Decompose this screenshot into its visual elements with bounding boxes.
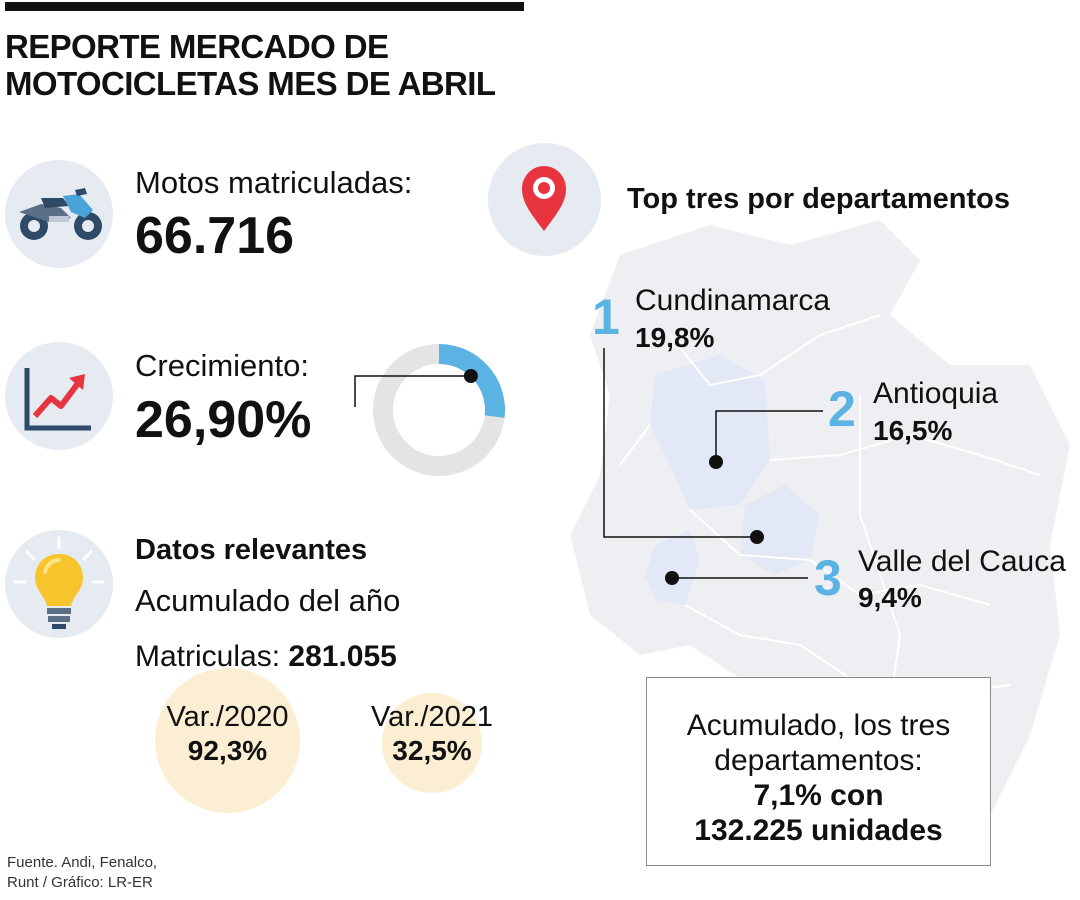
top-heading: Top tres por departamentos	[627, 183, 1010, 215]
var-2020-text: Var./2020 92,3%	[155, 700, 300, 768]
map-region-cundinamarca	[740, 485, 820, 575]
dept-3-name: Valle del Cauca	[858, 545, 1066, 578]
map-border-2	[769, 433, 1041, 476]
rank-1: 1	[592, 289, 620, 345]
map-border-1	[669, 314, 881, 387]
relevant-subheading: Acumulado del año	[135, 583, 401, 618]
page-title: REPORTE MERCADO DE MOTOCICLETAS MES DE A…	[5, 28, 565, 102]
donut-marker-dot	[463, 369, 478, 383]
top-rule	[5, 2, 524, 11]
summary-line-4: 132.225 unidades	[694, 814, 943, 847]
marker-antioquia	[709, 455, 723, 469]
marker-valle	[665, 571, 679, 585]
rank-3: 3	[814, 550, 842, 606]
var-2021-label: Var./2021	[370, 701, 493, 733]
growth-value: 26,90%	[135, 391, 312, 449]
source-line-2: Runt / Gráfico: LR-ER	[7, 874, 153, 891]
connector-cundinamarca	[603, 348, 757, 538]
motorcycle-icon	[5, 160, 113, 268]
registered-value: 66.716	[135, 207, 295, 265]
map-border-3	[689, 509, 991, 606]
matriculas-label: Matriculas:	[135, 640, 281, 673]
dept-3-value: 9,4%	[858, 582, 922, 613]
donut-slice-remainder	[373, 344, 505, 476]
source-line-1: Fuente. Andi, Fenalco,	[7, 854, 158, 871]
lightbulb-icon	[5, 530, 113, 638]
summary-line-3: 7,1% con	[753, 779, 884, 812]
dept-1-name: Cundinamarca	[635, 284, 831, 317]
var-2020-circle	[155, 668, 300, 813]
growth-donut-chart	[354, 344, 505, 476]
title-line-1: REPORTE MERCADO DE	[5, 28, 389, 65]
matriculas-line: Matriculas: 281.055	[135, 640, 397, 674]
title-line-2: MOTOCICLETAS MES DE ABRIL	[5, 65, 496, 102]
map-region-antioquia	[650, 355, 770, 510]
summary-box: Acumulado, los tres departamentos: 7,1% …	[646, 677, 991, 866]
source-note: Fuente. Andi, Fenalco, Runt / Gráfico: L…	[7, 853, 157, 893]
var-2021-circle	[382, 693, 482, 793]
growth-label: Crecimiento:	[135, 348, 309, 383]
var-2021-value: 32,5%	[392, 735, 472, 766]
dept-2-value: 16,5%	[873, 415, 953, 446]
dept-1-value: 19,8%	[635, 322, 715, 353]
rank-2: 2	[828, 381, 856, 437]
matriculas-value: 281.055	[288, 640, 397, 673]
marker-cundinamarca	[750, 530, 764, 544]
growth-chart-icon	[5, 342, 113, 450]
dept-2-name: Antioquia	[873, 377, 999, 410]
registered-label: Motos matriculadas:	[135, 165, 413, 200]
relevant-heading: Datos relevantes	[135, 534, 368, 566]
var-2021-text: Var./2021 32,5%	[357, 700, 507, 768]
map-region-valle	[645, 530, 700, 605]
connector-antioquia	[715, 410, 823, 462]
summary-line-1: Acumulado, los tres	[686, 709, 951, 742]
var-2020-value: 92,3%	[187, 735, 268, 766]
var-2020-label: Var./2020	[166, 701, 289, 733]
summary-line-2: departamentos:	[714, 744, 923, 777]
location-pin-icon	[488, 143, 601, 256]
donut-leader-line	[354, 375, 471, 407]
donut-slice-growth	[439, 344, 505, 418]
